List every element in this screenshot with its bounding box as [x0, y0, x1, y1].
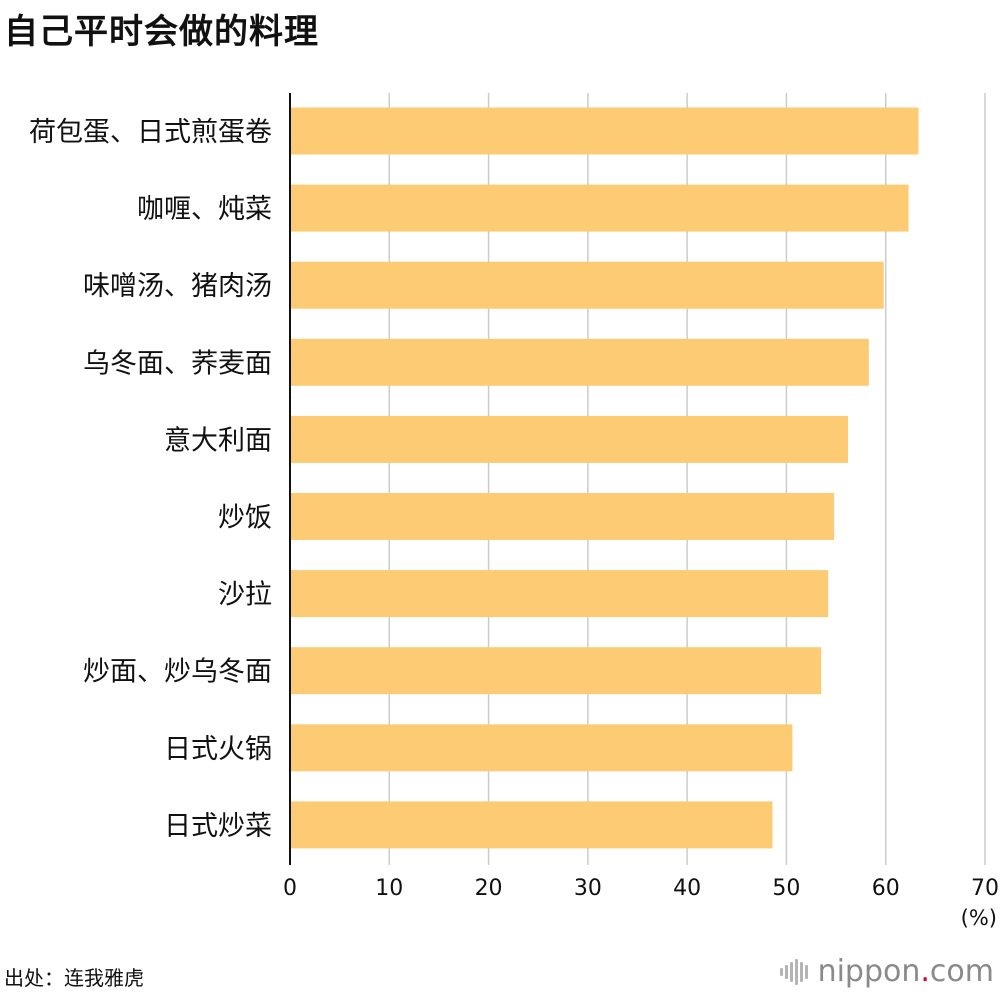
bar — [290, 493, 835, 540]
category-label: 日式火锅 — [164, 734, 272, 765]
bar — [290, 724, 793, 772]
page-title: 自己平时会做的料理 — [4, 12, 319, 52]
bar-chart: 荷包蛋、日式煎蛋卷咖喱、炖菜味噌汤、猪肉汤乌冬面、荞麦面意大利面炒饭沙拉炒面、炒… — [29, 93, 999, 930]
bar — [290, 647, 822, 695]
bar — [290, 570, 829, 618]
x-tick-label: 20 — [475, 876, 503, 901]
x-tick-label: 40 — [673, 876, 701, 901]
category-label: 炒面、炒乌冬面 — [83, 657, 272, 688]
sound-wave-icon — [779, 958, 810, 985]
brand-tld: com — [929, 954, 994, 989]
unit-label: (%) — [961, 906, 997, 930]
bar — [290, 261, 884, 309]
category-label: 日式炒菜 — [164, 811, 272, 842]
category-label: 沙拉 — [218, 580, 272, 611]
category-label: 荷包蛋、日式煎蛋卷 — [29, 117, 272, 148]
brand-logo: nippon. com — [779, 954, 994, 989]
category-label: 炒饭 — [218, 503, 272, 534]
x-tick-label: 50 — [772, 876, 800, 901]
category-label: 意大利面 — [164, 425, 272, 456]
source-note: 出处：连我雅虎 — [4, 966, 144, 990]
x-tick-label: 60 — [872, 876, 900, 901]
bar — [290, 415, 848, 463]
category-label: 乌冬面、荞麦面 — [83, 348, 272, 379]
brand-name: nippon — [817, 954, 921, 989]
bar — [290, 801, 773, 849]
x-tick-label: 10 — [375, 876, 403, 901]
bar — [290, 107, 919, 155]
brand-dot: . — [920, 954, 930, 989]
x-tick-label: 30 — [574, 876, 602, 901]
x-tick-label: 70 — [971, 876, 999, 901]
category-label: 咖喱、炖菜 — [137, 194, 272, 225]
bar — [290, 184, 909, 232]
bar — [290, 338, 869, 386]
category-label: 味噌汤、猪肉汤 — [83, 271, 272, 302]
x-tick-label: 0 — [283, 876, 297, 901]
